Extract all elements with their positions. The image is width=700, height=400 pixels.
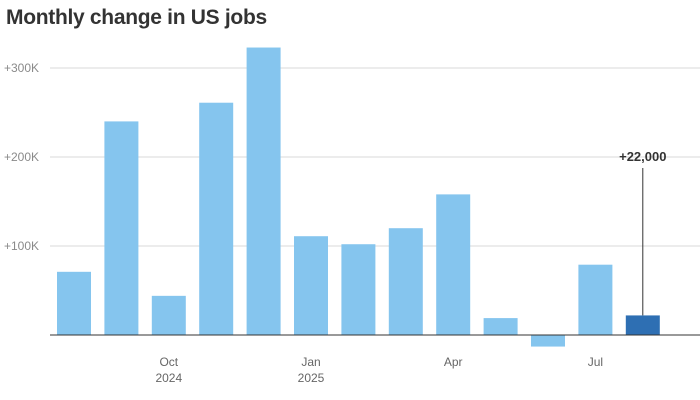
bar-jun-2025	[531, 335, 565, 347]
x-tick-label: Jul	[588, 355, 603, 369]
y-tick-label: +100K	[4, 239, 39, 253]
y-tick-label: +200K	[4, 150, 39, 164]
chart-title: Monthly change in US jobs	[6, 6, 267, 29]
bar-dec-2024	[246, 47, 281, 335]
bar-oct-2024	[151, 295, 186, 335]
bar-feb-2025	[341, 244, 376, 335]
x-tick-year-label: 2024	[155, 371, 182, 385]
bar-aug-2025	[625, 315, 660, 335]
bar-mar-2025	[388, 228, 423, 335]
bar-apr-2025	[436, 194, 471, 335]
bar-jul-2025	[578, 264, 613, 335]
y-tick-label: +300K	[4, 61, 39, 75]
annotation-label: +22,000	[619, 149, 666, 164]
x-tick-year-label: 2025	[298, 371, 325, 385]
x-tick-label: Jan	[301, 355, 320, 369]
bar-aug-2024	[57, 271, 91, 335]
bar-jan-2025	[294, 236, 328, 335]
bar-sep-2024	[104, 121, 139, 336]
x-tick-label: Apr	[444, 355, 463, 369]
bar-nov-2024	[199, 102, 234, 336]
bar-may-2025	[483, 318, 518, 335]
x-tick-label: Oct	[159, 355, 178, 369]
